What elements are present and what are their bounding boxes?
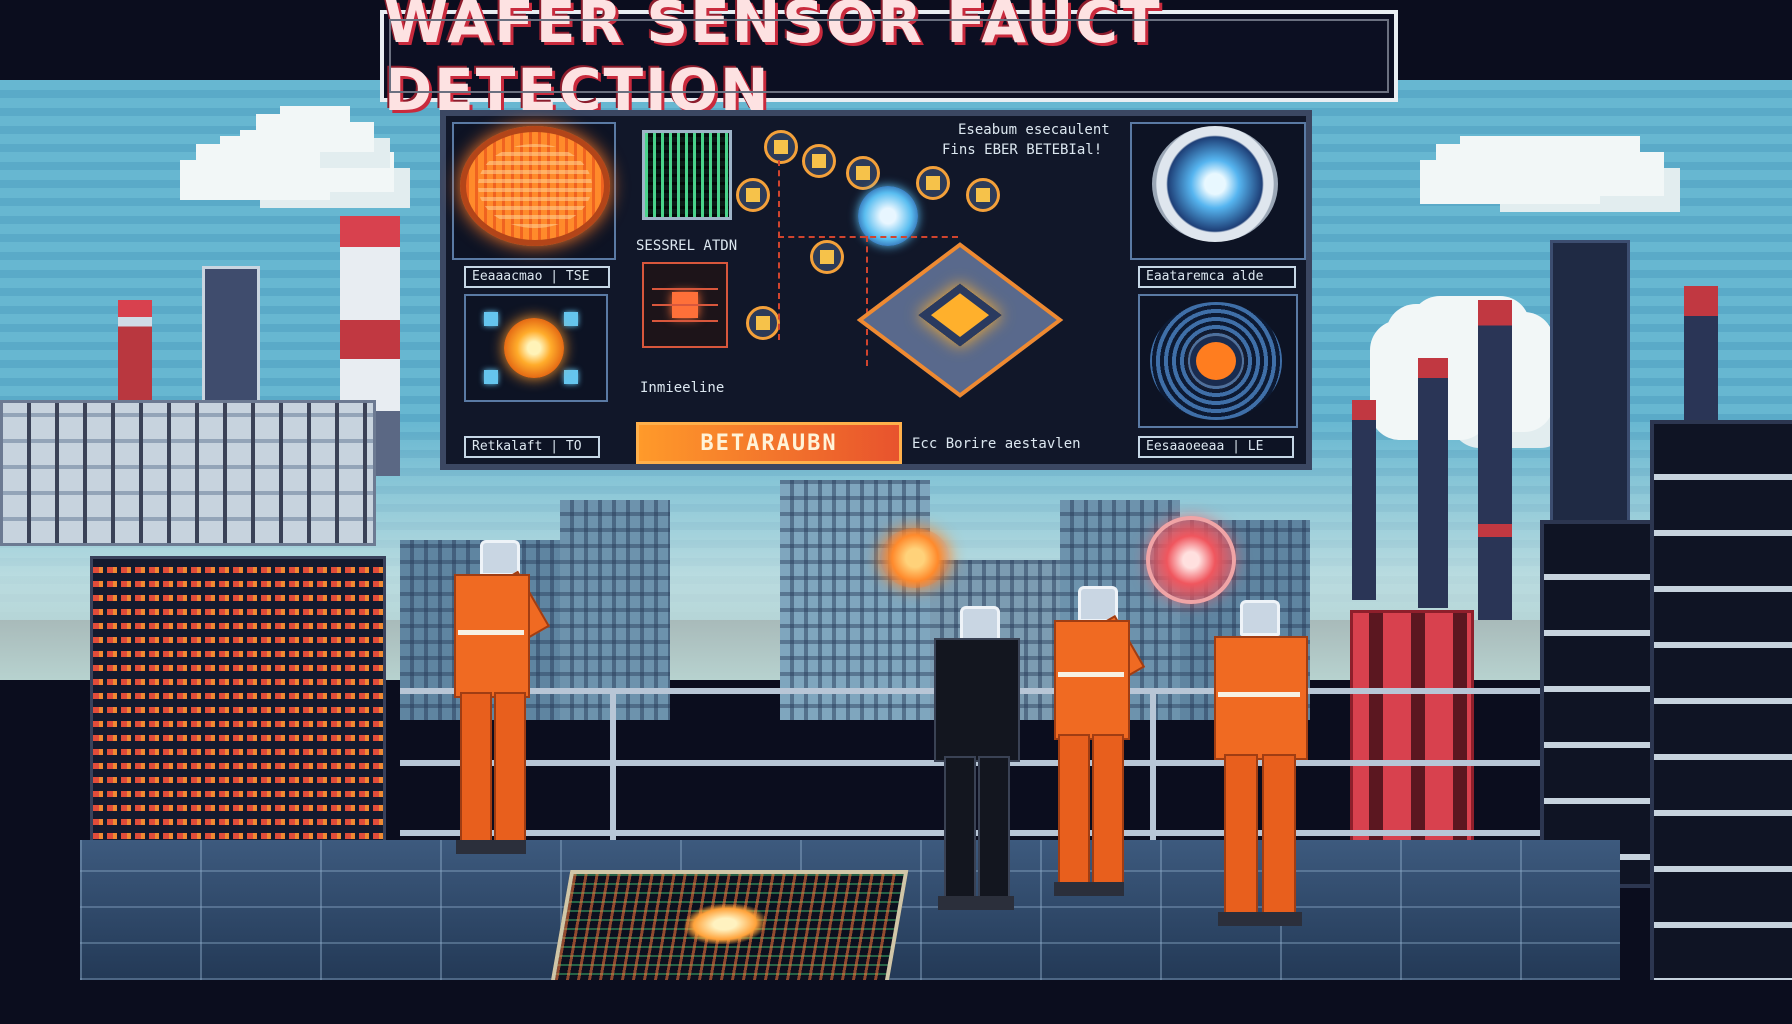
- ring-label: Eesaaoeeaa | LE: [1138, 436, 1294, 458]
- page-title: WAFER SENSOR FAUCT DETECTION: [384, 0, 1162, 124]
- cpu-icon: [856, 242, 1064, 398]
- alert-text: BETARAUBN: [700, 430, 838, 456]
- sensor-dot: [564, 370, 578, 384]
- worker-torso: [1054, 620, 1130, 740]
- bottom-border: [0, 980, 1792, 1024]
- node-icon: [966, 178, 1000, 212]
- red-building: [1350, 610, 1474, 846]
- worker: [1044, 586, 1154, 906]
- boot: [1218, 912, 1302, 926]
- boot: [456, 840, 526, 854]
- wafer-orange-icon: [460, 126, 610, 246]
- chip-icon: [642, 130, 732, 220]
- worker-torso: [454, 574, 530, 698]
- title-banner: WAFER SENSOR FAUCT DETECTION: [380, 0, 1398, 124]
- steel-frame: [1650, 420, 1792, 1008]
- node-icon: [764, 130, 798, 164]
- node-icon: [736, 178, 770, 212]
- city-building: [780, 480, 930, 720]
- reflective-stripe: [1058, 672, 1124, 677]
- wafer-glow-icon: [504, 318, 564, 378]
- bug-icon: [642, 262, 728, 348]
- helmet-icon: [1240, 600, 1280, 636]
- worker-leg: [1058, 734, 1090, 888]
- city-building: [560, 500, 670, 720]
- supervisor: [920, 606, 1040, 916]
- chip-hologram-icon: [880, 528, 950, 588]
- worker-torso: [934, 638, 1020, 762]
- reflective-stripe: [1218, 692, 1300, 697]
- sensor-dot: [484, 312, 498, 326]
- bottom-right-label: Ecc Borire aestavlen: [912, 436, 1081, 452]
- circuit-trace: [778, 160, 782, 340]
- sensor-dot: [564, 312, 578, 326]
- worker-leg: [1092, 734, 1124, 888]
- question-hologram-icon: [1150, 520, 1232, 600]
- worker-leg: [1224, 754, 1258, 918]
- worker-torso: [1214, 636, 1308, 760]
- caption-line-2: Fins EBER BETEBIal!: [942, 142, 1103, 158]
- alert-bar: BETARAUBN: [636, 422, 902, 464]
- railing-post: [610, 690, 616, 840]
- helmet-icon: [480, 540, 520, 576]
- worker-leg: [1262, 754, 1296, 918]
- worker: [1200, 600, 1330, 940]
- circuit-trace: [866, 236, 870, 366]
- reflective-stripe: [458, 630, 524, 635]
- node-icon: [802, 144, 836, 178]
- worker-leg: [494, 692, 526, 846]
- sensor-dot: [484, 370, 498, 384]
- smokestack: [1352, 400, 1376, 600]
- cloud-left-small: [240, 130, 310, 160]
- boot: [938, 896, 1014, 910]
- worker-leg: [944, 756, 976, 900]
- cloud-left: [180, 160, 330, 200]
- wafer-blue-icon: [1152, 126, 1278, 242]
- node-icon: [810, 240, 844, 274]
- smokestack: [1418, 358, 1448, 608]
- cloud-right: [1420, 160, 1600, 204]
- wafer-right-label: Eaataremca alde: [1138, 266, 1296, 288]
- circuit-trace: [778, 236, 958, 240]
- worker: [440, 540, 560, 870]
- worker-leg: [978, 756, 1010, 900]
- wafer-label: Eeaaacmao | TSE: [464, 266, 610, 288]
- control-console: [0, 400, 376, 546]
- node-icon: [746, 306, 780, 340]
- diagnostic-monitor: Eeaaacmao | TSE Retkalaft | TO SESSREL A…: [440, 110, 1312, 470]
- wafer-ring-icon: [1150, 302, 1282, 420]
- worker-leg: [460, 692, 492, 846]
- steel-frame: [1540, 520, 1658, 888]
- helmet-icon: [960, 606, 1000, 642]
- wafer-left-bottom-label: Retkalaft | TO: [464, 436, 600, 458]
- node-icon: [846, 156, 880, 190]
- circuit-mat: [549, 870, 909, 988]
- timeline-label: Inmieeline: [640, 380, 725, 396]
- chip-label: SESSREL ATDN: [636, 238, 738, 254]
- node-icon: [916, 166, 950, 200]
- boot: [1054, 882, 1124, 896]
- smokestack: [1478, 300, 1512, 620]
- railing-post: [1150, 690, 1156, 840]
- caption-line-1: Eseabum esecaulent: [958, 122, 1110, 138]
